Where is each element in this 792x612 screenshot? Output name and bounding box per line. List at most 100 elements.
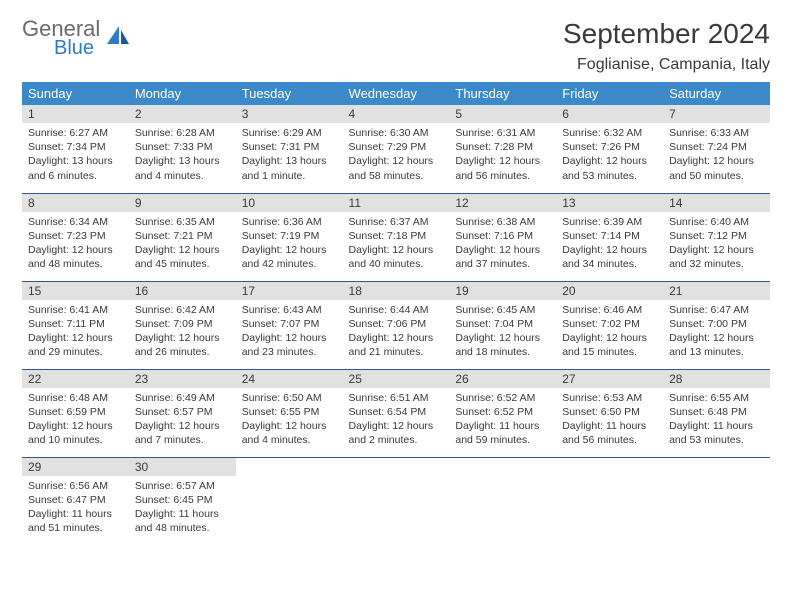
daylight-line: Daylight: 11 hours and 53 minutes. [669,419,764,447]
day-details: Sunrise: 6:57 AMSunset: 6:45 PMDaylight:… [129,476,236,540]
sunset-line: Sunset: 6:59 PM [28,405,123,419]
sunrise-line: Sunrise: 6:45 AM [455,303,550,317]
sunrise-line: Sunrise: 6:49 AM [135,391,230,405]
calendar-day-cell: 21Sunrise: 6:47 AMSunset: 7:00 PMDayligh… [663,281,770,369]
calendar-day-cell: 29Sunrise: 6:56 AMSunset: 6:47 PMDayligh… [22,457,129,545]
calendar-day-cell: 7Sunrise: 6:33 AMSunset: 7:24 PMDaylight… [663,105,770,193]
sunset-line: Sunset: 6:52 PM [455,405,550,419]
sunrise-line: Sunrise: 6:33 AM [669,126,764,140]
sunrise-line: Sunrise: 6:55 AM [669,391,764,405]
calendar-week-row: 8Sunrise: 6:34 AMSunset: 7:23 PMDaylight… [22,193,770,281]
sunrise-line: Sunrise: 6:41 AM [28,303,123,317]
daylight-line: Daylight: 12 hours and 45 minutes. [135,243,230,271]
day-header: Saturday [663,82,770,105]
calendar-day-cell: 1Sunrise: 6:27 AMSunset: 7:34 PMDaylight… [22,105,129,193]
calendar-week-row: 29Sunrise: 6:56 AMSunset: 6:47 PMDayligh… [22,457,770,545]
calendar-day-cell: 11Sunrise: 6:37 AMSunset: 7:18 PMDayligh… [343,193,450,281]
daylight-line: Daylight: 12 hours and 10 minutes. [28,419,123,447]
day-details: Sunrise: 6:29 AMSunset: 7:31 PMDaylight:… [236,123,343,187]
day-details: Sunrise: 6:31 AMSunset: 7:28 PMDaylight:… [449,123,556,187]
day-details: Sunrise: 6:43 AMSunset: 7:07 PMDaylight:… [236,300,343,364]
day-number: 16 [129,282,236,300]
daylight-line: Daylight: 13 hours and 6 minutes. [28,154,123,182]
logo-text: General Blue [22,18,100,58]
day-details: Sunrise: 6:55 AMSunset: 6:48 PMDaylight:… [663,388,770,452]
day-header: Tuesday [236,82,343,105]
daylight-line: Daylight: 12 hours and 34 minutes. [562,243,657,271]
calendar-week-row: 22Sunrise: 6:48 AMSunset: 6:59 PMDayligh… [22,369,770,457]
sunset-line: Sunset: 7:04 PM [455,317,550,331]
day-details: Sunrise: 6:48 AMSunset: 6:59 PMDaylight:… [22,388,129,452]
calendar-day-cell: 28Sunrise: 6:55 AMSunset: 6:48 PMDayligh… [663,369,770,457]
sunrise-line: Sunrise: 6:44 AM [349,303,444,317]
daylight-line: Daylight: 12 hours and 23 minutes. [242,331,337,359]
sunrise-line: Sunrise: 6:36 AM [242,215,337,229]
daylight-line: Daylight: 12 hours and 21 minutes. [349,331,444,359]
daylight-line: Daylight: 11 hours and 48 minutes. [135,507,230,535]
sunset-line: Sunset: 7:28 PM [455,140,550,154]
sunrise-line: Sunrise: 6:34 AM [28,215,123,229]
day-number: 5 [449,105,556,123]
calendar-table: SundayMondayTuesdayWednesdayThursdayFrid… [22,82,770,545]
location-subtitle: Foglianise, Campania, Italy [563,56,770,74]
calendar-week-row: 15Sunrise: 6:41 AMSunset: 7:11 PMDayligh… [22,281,770,369]
calendar-day-cell: 23 Sunrise: 6:49 AMSunset: 6:57 PMDayligh… [129,369,236,457]
sunset-line: Sunset: 7:33 PM [135,140,230,154]
day-details: Sunrise: 6:53 AMSunset: 6:50 PMDaylight:… [556,388,663,452]
calendar-day-cell [556,457,663,545]
sunset-line: Sunset: 6:57 PM [135,405,230,419]
day-details: Sunrise: 6:37 AMSunset: 7:18 PMDaylight:… [343,212,450,276]
day-number: 24 [236,370,343,388]
daylight-line: Daylight: 12 hours and 37 minutes. [455,243,550,271]
day-number: 8 [22,194,129,212]
sunset-line: Sunset: 7:21 PM [135,229,230,243]
calendar-day-cell [663,457,770,545]
sunrise-line: Sunrise: 6:37 AM [349,215,444,229]
calendar-day-cell: 22Sunrise: 6:48 AMSunset: 6:59 PMDayligh… [22,369,129,457]
day-number: 6 [556,105,663,123]
day-number: 23 [129,370,236,388]
sunset-line: Sunset: 6:45 PM [135,493,230,507]
calendar-day-cell: 9Sunrise: 6:35 AMSunset: 7:21 PMDaylight… [129,193,236,281]
sunset-line: Sunset: 7:34 PM [28,140,123,154]
logo-blue: Blue [54,38,100,58]
day-details: Sunrise: 6:34 AMSunset: 7:23 PMDaylight:… [22,212,129,276]
calendar-day-cell: 13Sunrise: 6:39 AMSunset: 7:14 PMDayligh… [556,193,663,281]
day-details: Sunrise: 6:35 AMSunset: 7:21 PMDaylight:… [129,212,236,276]
daylight-line: Daylight: 12 hours and 2 minutes. [349,419,444,447]
daylight-line: Daylight: 12 hours and 40 minutes. [349,243,444,271]
day-number: 29 [22,458,129,476]
sunset-line: Sunset: 7:09 PM [135,317,230,331]
day-header: Wednesday [343,82,450,105]
page-header: General Blue September 2024 Foglianise, … [22,18,770,74]
sunrise-line: Sunrise: 6:52 AM [455,391,550,405]
daylight-line: Daylight: 12 hours and 56 minutes. [455,154,550,182]
daylight-line: Daylight: 12 hours and 42 minutes. [242,243,337,271]
day-number: 9 [129,194,236,212]
day-number: 1 [22,105,129,123]
calendar-day-cell: 3Sunrise: 6:29 AMSunset: 7:31 PMDaylight… [236,105,343,193]
calendar-day-cell: 10Sunrise: 6:36 AMSunset: 7:19 PMDayligh… [236,193,343,281]
sunrise-line: Sunrise: 6:39 AM [562,215,657,229]
day-header: Monday [129,82,236,105]
day-number: 19 [449,282,556,300]
calendar-day-cell: 24Sunrise: 6:50 AMSunset: 6:55 PMDayligh… [236,369,343,457]
day-details: Sunrise: 6:56 AMSunset: 6:47 PMDaylight:… [22,476,129,540]
sunset-line: Sunset: 6:54 PM [349,405,444,419]
calendar-day-cell: 18Sunrise: 6:44 AMSunset: 7:06 PMDayligh… [343,281,450,369]
daylight-line: Daylight: 11 hours and 56 minutes. [562,419,657,447]
sunset-line: Sunset: 6:48 PM [669,405,764,419]
daylight-line: Daylight: 12 hours and 7 minutes. [135,419,230,447]
sunset-line: Sunset: 7:29 PM [349,140,444,154]
sunrise-line: Sunrise: 6:40 AM [669,215,764,229]
calendar-day-cell: 27Sunrise: 6:53 AMSunset: 6:50 PMDayligh… [556,369,663,457]
daylight-line: Daylight: 12 hours and 26 minutes. [135,331,230,359]
daylight-line: Daylight: 12 hours and 58 minutes. [349,154,444,182]
day-details: Sunrise: 6:40 AMSunset: 7:12 PMDaylight:… [663,212,770,276]
calendar-day-cell: 2Sunrise: 6:28 AMSunset: 7:33 PMDaylight… [129,105,236,193]
day-number: 21 [663,282,770,300]
day-number: 14 [663,194,770,212]
daylight-line: Daylight: 12 hours and 29 minutes. [28,331,123,359]
sunrise-line: Sunrise: 6:38 AM [455,215,550,229]
sunset-line: Sunset: 7:00 PM [669,317,764,331]
